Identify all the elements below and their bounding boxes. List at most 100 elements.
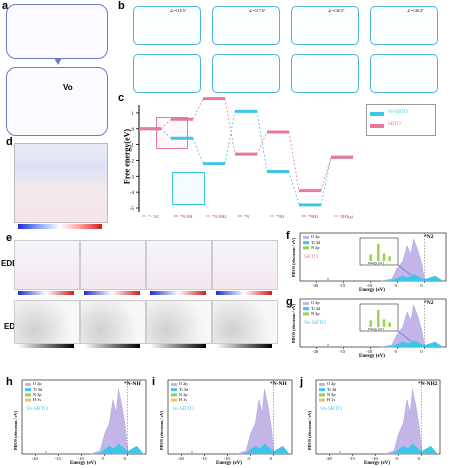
n2p-inset-peak bbox=[377, 243, 380, 261]
pdos-legend-label: Ti 3d bbox=[311, 305, 321, 311]
energy-connector bbox=[224, 98, 236, 155]
pdos-legend-swatch bbox=[303, 302, 309, 305]
pdos-legend-swatch bbox=[171, 383, 177, 386]
legend-swatch-sbto bbox=[370, 124, 384, 128]
ed-map-3 bbox=[146, 300, 212, 344]
step-label: *NH2 bbox=[308, 214, 318, 219]
pdos-adsorbate-label: *N-NH bbox=[270, 381, 287, 387]
pdos-sample-label: SBTO bbox=[304, 253, 318, 260]
edd-map-1 bbox=[14, 240, 80, 290]
ti3d-area bbox=[381, 340, 444, 347]
pdos-legend-label: H 1s bbox=[33, 397, 41, 402]
pdos-legend-label: O 2p bbox=[179, 381, 188, 387]
panel-label-i: i bbox=[152, 376, 156, 388]
o2s-peak bbox=[327, 278, 330, 281]
ed-row-label: ED bbox=[4, 322, 16, 331]
pdos-ylabel: PDOS (electrons / eV) bbox=[13, 410, 18, 450]
pdos-legend-swatch bbox=[25, 388, 31, 392]
vacancy-label: Vo bbox=[63, 83, 73, 92]
ed-colorbar-4 bbox=[216, 344, 272, 348]
panel-a-top-structure bbox=[6, 4, 108, 59]
pdos-xtick-label: -15 bbox=[54, 456, 61, 461]
pdos-legend-swatch bbox=[171, 388, 177, 392]
pdos-xtick-label: -5 bbox=[393, 349, 398, 354]
step-label: *N bbox=[244, 214, 249, 219]
pdos-xtick-label: -10 bbox=[223, 456, 230, 461]
pdos-legend-label: N 2p bbox=[311, 244, 320, 250]
pdos-xlabel: Energy (eV) bbox=[359, 354, 385, 359]
pdos-xtick-label: 0 bbox=[417, 456, 420, 461]
pdos-legend-swatch bbox=[319, 398, 325, 402]
pdos-xtick-label: -10 bbox=[77, 456, 84, 461]
pdos-sample-label: Vo-SBTO bbox=[26, 405, 48, 412]
panel-label-g: g bbox=[286, 296, 293, 308]
pdos-legend-label: N 2p bbox=[179, 391, 188, 397]
pdos-xlabel: Energy (eV) bbox=[216, 461, 242, 466]
ti3d-area bbox=[236, 443, 290, 454]
angle-label-1: ∠=116.5° bbox=[170, 8, 187, 13]
panel-label-b: b bbox=[118, 0, 125, 12]
angle-label-4: ∠=140.4° bbox=[407, 8, 424, 13]
inset-pointer bbox=[397, 330, 412, 342]
pdos-legend-swatch bbox=[25, 393, 31, 397]
energy-connector bbox=[320, 157, 332, 205]
panel-b-box-1 bbox=[133, 6, 201, 45]
pdos-frame bbox=[167, 379, 293, 455]
pdos-xtick-label: -5 bbox=[246, 456, 251, 461]
pdos-legend-label: O 2p bbox=[33, 381, 42, 387]
pdos-legend-swatch bbox=[319, 388, 325, 392]
energy-connector bbox=[288, 131, 300, 191]
pdos-frame bbox=[315, 379, 441, 455]
pdos-legend-label: N 2p bbox=[33, 391, 42, 397]
angle-label-3: ∠=136.5° bbox=[328, 8, 345, 13]
o2p-area bbox=[236, 389, 276, 455]
step-label: *N-NH2 bbox=[212, 214, 227, 219]
panel-label-j: j bbox=[300, 376, 304, 388]
panel-label-d: d bbox=[6, 136, 13, 148]
pdos-plot-panel_f bbox=[299, 232, 447, 283]
pdos-xtick-label: 0 bbox=[420, 349, 423, 354]
pdos-xtick-label: -10 bbox=[371, 456, 378, 461]
pdos-sample-label: Vo-SBTO bbox=[304, 319, 326, 326]
ti3d-area bbox=[90, 443, 144, 454]
panel-label-c: c bbox=[118, 92, 125, 104]
panel-label-h: h bbox=[6, 376, 13, 388]
pdos-ylabel: PDOS (electrons / eV) bbox=[307, 410, 312, 450]
pdos-ylabel: PDOS (electrons / eV) bbox=[291, 237, 296, 277]
pdos-ylabel: PDOS (electrons / eV) bbox=[291, 303, 296, 343]
panel-d-charge-map bbox=[14, 143, 108, 223]
pdos-xlabel: Energy (eV) bbox=[364, 461, 390, 466]
edd-row-label: EDD bbox=[1, 259, 18, 268]
chart-c-legend bbox=[366, 104, 436, 136]
chart-c-inset-bottom bbox=[172, 172, 205, 205]
chart-c-ytick-label: -4 bbox=[130, 191, 135, 196]
n2p-inset-peak bbox=[377, 309, 380, 327]
pdos-legend-swatch bbox=[303, 246, 309, 250]
chart-c-inset-top bbox=[156, 117, 188, 149]
legend-label-vo-sbto: Vo-SBTO bbox=[388, 110, 408, 115]
ti3d-area bbox=[381, 274, 444, 281]
edd-colorbar-1 bbox=[18, 291, 74, 295]
chart-c-ytick-label: -2 bbox=[130, 159, 135, 164]
step-label: NH3(g) bbox=[340, 214, 354, 219]
pdos-legend-swatch bbox=[25, 398, 31, 402]
panel-b-box-6 bbox=[212, 54, 280, 93]
pdos-xtick-label: -10 bbox=[366, 349, 373, 354]
legend-swatch-vo-sbto bbox=[370, 112, 384, 116]
pdos-frame bbox=[299, 298, 447, 348]
o2s-peak bbox=[190, 451, 193, 454]
pdos-plot-panel_g bbox=[299, 298, 447, 349]
pdos-adsorbate-label: *N2 bbox=[424, 300, 434, 306]
n2p-inset-peak bbox=[388, 256, 391, 261]
ti3d-area bbox=[384, 443, 438, 454]
edd-colorbar-2 bbox=[84, 291, 140, 295]
pdos-frame bbox=[21, 379, 147, 455]
pdos-legend-label: Ti 3d bbox=[179, 386, 189, 392]
pdos-legend-label: O 2p bbox=[311, 234, 320, 240]
pdos-plot-panel_h bbox=[21, 379, 147, 456]
pdos-xtick-label: 0 bbox=[420, 283, 423, 288]
pdos-plot-panel_j bbox=[315, 379, 441, 456]
pdos-xtick-label: -5 bbox=[100, 456, 105, 461]
